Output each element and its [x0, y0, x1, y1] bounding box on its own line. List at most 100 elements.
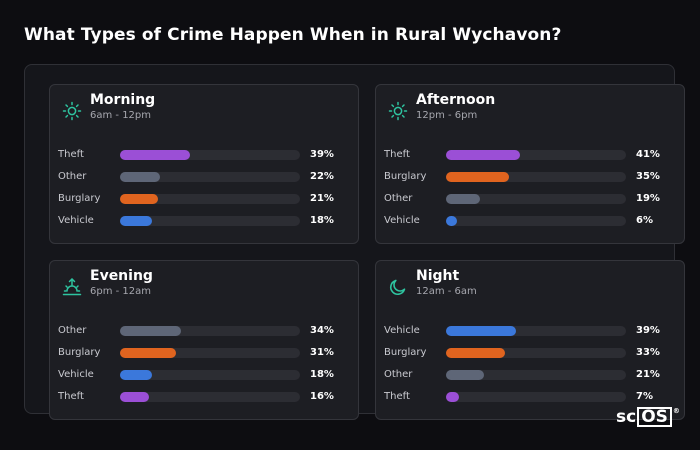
category-label: Burglary	[384, 347, 427, 358]
bar-row: Burglary 31%	[50, 346, 358, 360]
category-label: Vehicle	[58, 369, 94, 380]
bar-row: Other 34%	[50, 324, 358, 338]
bar-row: Other 22%	[50, 170, 358, 184]
bar-theft	[446, 150, 520, 160]
bar-vehicle	[446, 216, 457, 226]
bar-row: Theft 16%	[50, 390, 358, 404]
bar-row: Theft 7%	[376, 390, 684, 404]
category-label: Burglary	[58, 193, 101, 204]
category-label: Other	[58, 171, 87, 182]
bar-track	[120, 370, 300, 380]
bar-track	[446, 216, 626, 226]
value-label: 19%	[636, 193, 660, 204]
bar-row: Vehicle 18%	[50, 368, 358, 382]
value-label: 41%	[636, 149, 660, 160]
category-label: Vehicle	[58, 215, 94, 226]
category-label: Burglary	[58, 347, 101, 358]
bar-other	[446, 194, 481, 204]
bar-track	[120, 392, 300, 402]
bar-other	[120, 326, 182, 336]
bar-vehicle	[120, 216, 153, 226]
logo-text-b: OS	[637, 407, 672, 427]
category-label: Theft	[384, 391, 410, 402]
value-label: 35%	[636, 171, 660, 182]
bar-track	[446, 392, 626, 402]
scos-logo: sc OS ®	[616, 407, 680, 427]
bar-track	[120, 172, 300, 182]
bar-vehicle	[446, 326, 517, 336]
value-label: 18%	[310, 215, 334, 226]
bar-burglary	[446, 348, 506, 358]
bar-row: Vehicle 6%	[376, 214, 684, 228]
bar-other	[120, 172, 160, 182]
value-label: 18%	[310, 369, 334, 380]
bar-theft	[446, 392, 459, 402]
card-title: Afternoon	[416, 92, 496, 108]
card-evening: Evening 6pm - 12am Other 34% Burglary 31% Vehi…	[49, 260, 359, 420]
bar-track	[446, 348, 626, 358]
category-label: Other	[384, 369, 413, 380]
logo-registered: ®	[672, 407, 680, 415]
value-label: 21%	[310, 193, 334, 204]
bar-row: Vehicle 39%	[376, 324, 684, 338]
value-label: 22%	[310, 171, 334, 182]
category-label: Other	[58, 325, 87, 336]
card-afternoon: Afternoon 12pm - 6pm Theft 41% Burglary 35% Ot…	[375, 84, 685, 244]
sunset-icon	[62, 277, 82, 297]
card-title: Morning	[90, 92, 156, 108]
bar-track	[446, 172, 626, 182]
bar-track	[120, 194, 300, 204]
bar-track	[446, 194, 626, 204]
logo-text-a: sc	[616, 407, 637, 427]
value-label: 7%	[636, 391, 653, 402]
bar-row: Other 19%	[376, 192, 684, 206]
card-title: Evening	[90, 268, 153, 284]
bar-row: Other 21%	[376, 368, 684, 382]
bar-track	[120, 216, 300, 226]
bar-burglary	[120, 348, 176, 358]
moon-icon	[388, 277, 408, 297]
value-label: 21%	[636, 369, 660, 380]
bar-track	[120, 150, 300, 160]
sun-icon	[388, 101, 408, 121]
bar-row: Burglary 35%	[376, 170, 684, 184]
bar-row: Vehicle 18%	[50, 214, 358, 228]
category-label: Theft	[58, 149, 84, 160]
value-label: 39%	[310, 149, 334, 160]
card-time-range: 6am - 12pm	[90, 110, 152, 121]
card-morning: Morning 6am - 12pm Theft 39% Other 22% Burglar…	[49, 84, 359, 244]
bar-burglary	[120, 194, 158, 204]
value-label: 6%	[636, 215, 653, 226]
bar-track	[446, 326, 626, 336]
value-label: 34%	[310, 325, 334, 336]
bar-row: Burglary 33%	[376, 346, 684, 360]
bar-theft	[120, 150, 191, 160]
card-time-range: 6pm - 12am	[90, 286, 152, 297]
category-label: Theft	[58, 391, 84, 402]
bar-row: Burglary 21%	[50, 192, 358, 206]
category-label: Other	[384, 193, 413, 204]
card-title: Night	[416, 268, 460, 284]
bar-row: Theft 39%	[50, 148, 358, 162]
card-night: Night 12am - 6am Vehicle 39% Burglary 33% Othe…	[375, 260, 685, 420]
bar-burglary	[446, 172, 509, 182]
category-label: Theft	[384, 149, 410, 160]
card-time-range: 12am - 6am	[416, 286, 477, 297]
sun-icon	[62, 101, 82, 121]
category-label: Vehicle	[384, 325, 420, 336]
bar-track	[446, 370, 626, 380]
page-title: What Types of Crime Happen When in Rural…	[24, 25, 562, 45]
value-label: 39%	[636, 325, 660, 336]
bar-track	[120, 348, 300, 358]
bar-other	[446, 370, 484, 380]
value-label: 31%	[310, 347, 334, 358]
bar-theft	[120, 392, 149, 402]
category-label: Burglary	[384, 171, 427, 182]
bar-track	[446, 150, 626, 160]
bar-row: Theft 41%	[376, 148, 684, 162]
category-label: Vehicle	[384, 215, 420, 226]
bar-track	[120, 326, 300, 336]
card-time-range: 12pm - 6pm	[416, 110, 478, 121]
bar-vehicle	[120, 370, 153, 380]
value-label: 16%	[310, 391, 334, 402]
